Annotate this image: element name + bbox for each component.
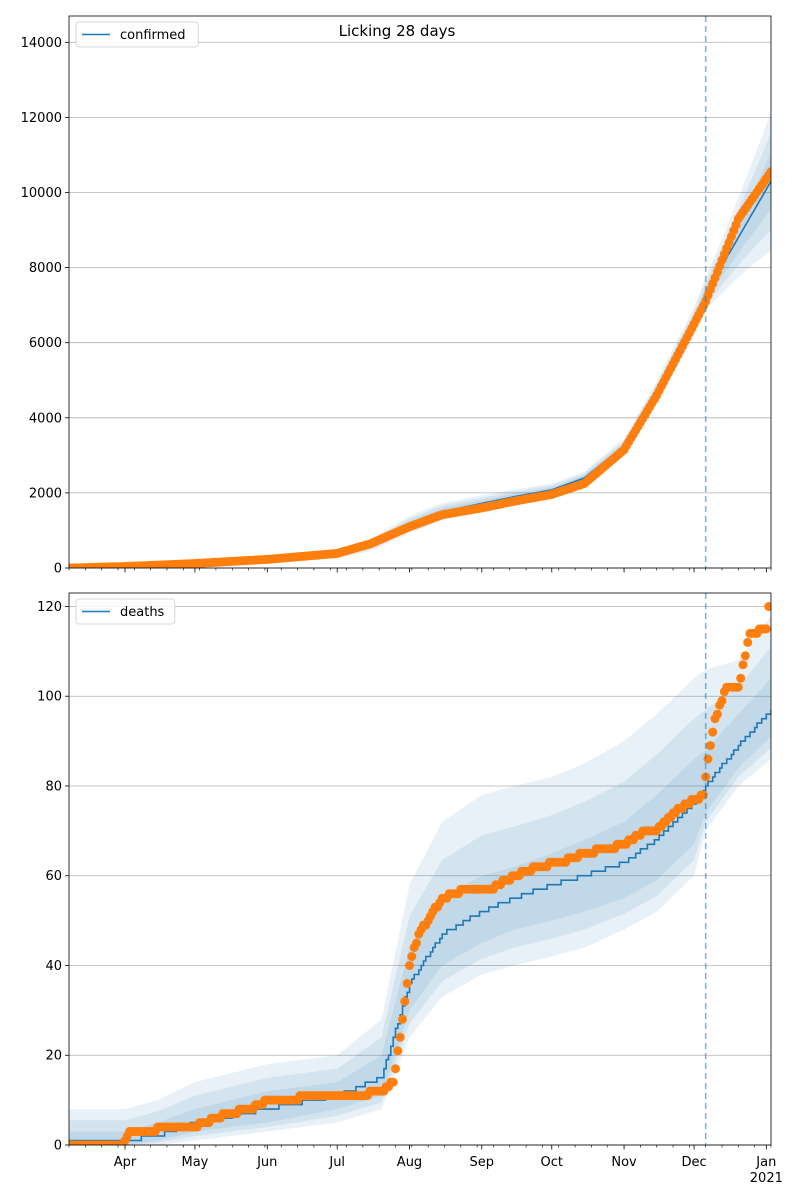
x-tick-label: Aug — [397, 1155, 422, 1170]
y-tick-label: 80 — [45, 779, 62, 794]
legend: confirmed — [75, 21, 199, 48]
legend-box — [75, 21, 199, 48]
y-tick-label: 100 — [37, 690, 62, 705]
observed-point — [733, 682, 743, 692]
plot-area — [69, 602, 771, 1145]
observed-point — [738, 660, 748, 670]
y-tick-label: 60 — [45, 869, 62, 884]
x-tick-label: May — [181, 1155, 208, 1170]
observed-point — [717, 696, 727, 706]
observed-point — [388, 1077, 398, 1087]
y-tick-label: 4000 — [29, 411, 62, 426]
x-year-label: 2021 — [750, 1171, 783, 1186]
x-tick-label: Sep — [470, 1155, 495, 1170]
observed-point — [712, 709, 722, 719]
x-tick-label: Jan — [755, 1155, 776, 1170]
y-tick-label: 0 — [54, 1139, 62, 1154]
observed-point — [407, 952, 417, 961]
legend-label: deaths — [120, 605, 165, 620]
observed-point — [761, 624, 771, 634]
y-tick-label: 12000 — [21, 111, 62, 126]
observed-point — [402, 978, 412, 988]
observed-point — [412, 938, 421, 948]
observed-point — [393, 1046, 403, 1056]
uncertainty-band — [69, 615, 771, 1145]
uncertainty-band — [69, 153, 771, 568]
observed-point — [743, 637, 753, 647]
uncertainty-band — [69, 646, 771, 1145]
confirmed-panel: 0 2000 4000 6000 8000 10000 12000 14000 confirme… — [21, 15, 772, 577]
x-tick-label: Dec — [681, 1155, 706, 1170]
y-tick-label: 2000 — [29, 486, 62, 501]
observed-point — [703, 754, 713, 764]
x-tick-label: Jun — [256, 1155, 277, 1170]
observed-point — [391, 1064, 400, 1074]
y-tick-label: 0 — [54, 562, 62, 577]
uncertainty-band — [69, 132, 771, 568]
legend: deaths — [75, 598, 176, 625]
observed-point — [405, 961, 414, 970]
uncertainty-band — [69, 111, 771, 568]
y-tick-label: 8000 — [29, 261, 62, 276]
observed-point — [764, 602, 771, 611]
plot-area — [69, 111, 771, 568]
x-tick-label: Jul — [328, 1155, 345, 1170]
x-tick-label: Nov — [611, 1155, 637, 1170]
observed-point — [698, 790, 708, 800]
observed-point — [708, 727, 718, 737]
axes-frame — [68, 592, 772, 1146]
legend-box — [75, 598, 176, 625]
observed-point — [705, 741, 715, 751]
figure-title: Licking 28 days — [339, 22, 456, 40]
observed-point — [400, 996, 410, 1006]
observed-point — [395, 1032, 405, 1042]
y-tick-label: 20 — [45, 1049, 62, 1064]
deaths-panel: 0 20 40 60 80 100 120 deaths Apr May Jun Jul Aug Sep O… — [37, 592, 783, 1186]
observed-point — [740, 651, 750, 661]
x-tick-label: Oct — [541, 1155, 563, 1170]
y-tick-label: 10000 — [21, 186, 62, 201]
y-tick-label: 120 — [37, 600, 62, 615]
observed-point — [398, 1014, 407, 1024]
y-tick-label: 40 — [45, 959, 62, 974]
observed-point — [766, 167, 771, 177]
x-tick-label: Apr — [114, 1155, 137, 1170]
legend-label: confirmed — [120, 28, 186, 43]
axes-frame — [68, 15, 772, 569]
observed-point — [736, 673, 746, 683]
y-tick-label: 6000 — [29, 336, 62, 351]
y-tick-label: 14000 — [21, 36, 62, 51]
